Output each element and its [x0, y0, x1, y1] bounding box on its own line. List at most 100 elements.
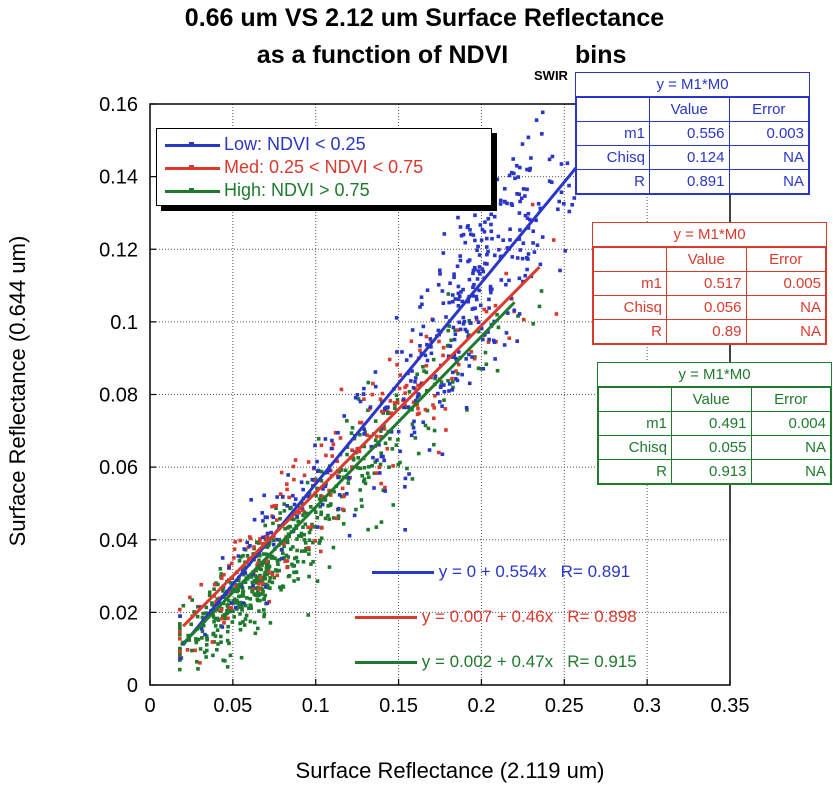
data-point-med: [424, 363, 429, 368]
data-point-low: [466, 299, 470, 304]
data-point-low: [489, 222, 493, 227]
data-point-high: [257, 566, 262, 571]
data-point-low: [515, 163, 519, 168]
data-point-high: [317, 497, 322, 501]
data-point-high: [234, 601, 238, 605]
data-point-high: [451, 385, 455, 390]
data-point-low: [362, 386, 366, 391]
data-point-high: [225, 629, 230, 634]
data-point-med: [300, 507, 305, 512]
data-point-low: [489, 290, 493, 295]
data-point-low: [406, 405, 411, 409]
data-point-low: [488, 284, 493, 289]
data-point-high: [302, 532, 306, 537]
data-point-high: [261, 608, 266, 612]
cell-value: 0.055: [671, 435, 752, 460]
data-point-high: [262, 612, 267, 616]
data-point-high: [232, 615, 236, 619]
x-tick-label: 0.2: [468, 695, 496, 717]
x-tick-label: 0.35: [711, 695, 750, 717]
data-point-high: [264, 569, 269, 574]
data-point-med: [484, 309, 489, 314]
data-point-high: [178, 622, 182, 626]
data-point-med: [339, 387, 344, 392]
data-point-high: [307, 530, 312, 535]
data-point-high: [231, 599, 236, 603]
column-header-error: Error: [750, 387, 831, 412]
data-point-med: [469, 350, 474, 354]
cell-value: 0.891: [649, 169, 730, 194]
data-point-med: [379, 481, 383, 486]
data-point-low: [519, 196, 524, 201]
data-point-high: [221, 589, 225, 593]
data-point-low: [347, 475, 351, 480]
data-point-low: [464, 405, 469, 410]
data-point-med: [210, 640, 215, 644]
data-point-low: [473, 207, 477, 212]
y-tick-label: 0.16: [99, 94, 138, 116]
data-point-high: [276, 562, 280, 567]
data-point-high: [263, 593, 267, 598]
legend-line-low: [165, 141, 220, 147]
data-point-low: [410, 369, 414, 373]
data-point-low: [403, 476, 408, 481]
data-point-med: [178, 629, 182, 634]
data-point-high: [237, 594, 241, 599]
data-point-high: [196, 667, 200, 671]
data-point-low: [515, 339, 520, 343]
data-point-med: [178, 649, 182, 654]
data-point-low: [452, 275, 456, 280]
table-row: R 0.913 NA: [598, 459, 831, 484]
data-point-low: [471, 233, 476, 237]
data-point-low: [451, 355, 456, 359]
data-point-high: [379, 520, 384, 524]
data-point-high: [390, 447, 395, 451]
data-point-low: [281, 494, 285, 499]
data-point-med: [331, 442, 336, 446]
data-point-med: [222, 621, 226, 625]
data-point-med: [320, 494, 325, 499]
data-point-high: [296, 534, 301, 538]
data-point-high: [240, 608, 244, 612]
data-point-low: [178, 656, 183, 661]
data-point-med: [456, 362, 461, 367]
data-point-low: [477, 265, 482, 269]
fit-box-caption: y = M1*M0: [593, 223, 826, 247]
data-point-low: [518, 248, 523, 252]
x-tick-label: 0.15: [379, 695, 418, 717]
data-point-low: [474, 297, 479, 302]
data-point-high: [231, 609, 235, 614]
data-point-med: [370, 392, 375, 397]
data-point-high: [362, 444, 366, 449]
data-point-med: [306, 460, 311, 464]
data-point-high: [291, 564, 295, 568]
data-point-low: [495, 177, 500, 182]
data-point-high: [202, 650, 207, 655]
data-point-high: [479, 367, 484, 371]
data-point-high: [264, 552, 269, 557]
data-point-low: [441, 301, 446, 305]
legend-label-high: High: NDVI > 0.75: [224, 180, 370, 200]
data-point-high: [296, 577, 300, 581]
data-point-low: [403, 528, 407, 532]
data-point-low: [353, 395, 358, 400]
data-point-med: [392, 401, 397, 405]
row-label: Chisq: [593, 295, 667, 320]
data-point-low: [516, 175, 521, 179]
data-point-high: [281, 551, 285, 556]
data-point-high: [226, 624, 230, 629]
data-point-low: [437, 268, 442, 273]
data-point-low: [456, 304, 461, 308]
data-point-high: [282, 544, 286, 549]
data-point-low: [486, 249, 490, 254]
data-point-low: [368, 405, 373, 409]
data-point-low: [261, 535, 265, 540]
data-point-med: [229, 606, 233, 610]
data-point-med: [403, 391, 407, 395]
data-point-low: [486, 330, 490, 334]
data-point-high: [178, 651, 182, 656]
data-point-low: [459, 290, 463, 294]
data-point-low: [465, 329, 469, 334]
data-point-low: [517, 192, 521, 197]
